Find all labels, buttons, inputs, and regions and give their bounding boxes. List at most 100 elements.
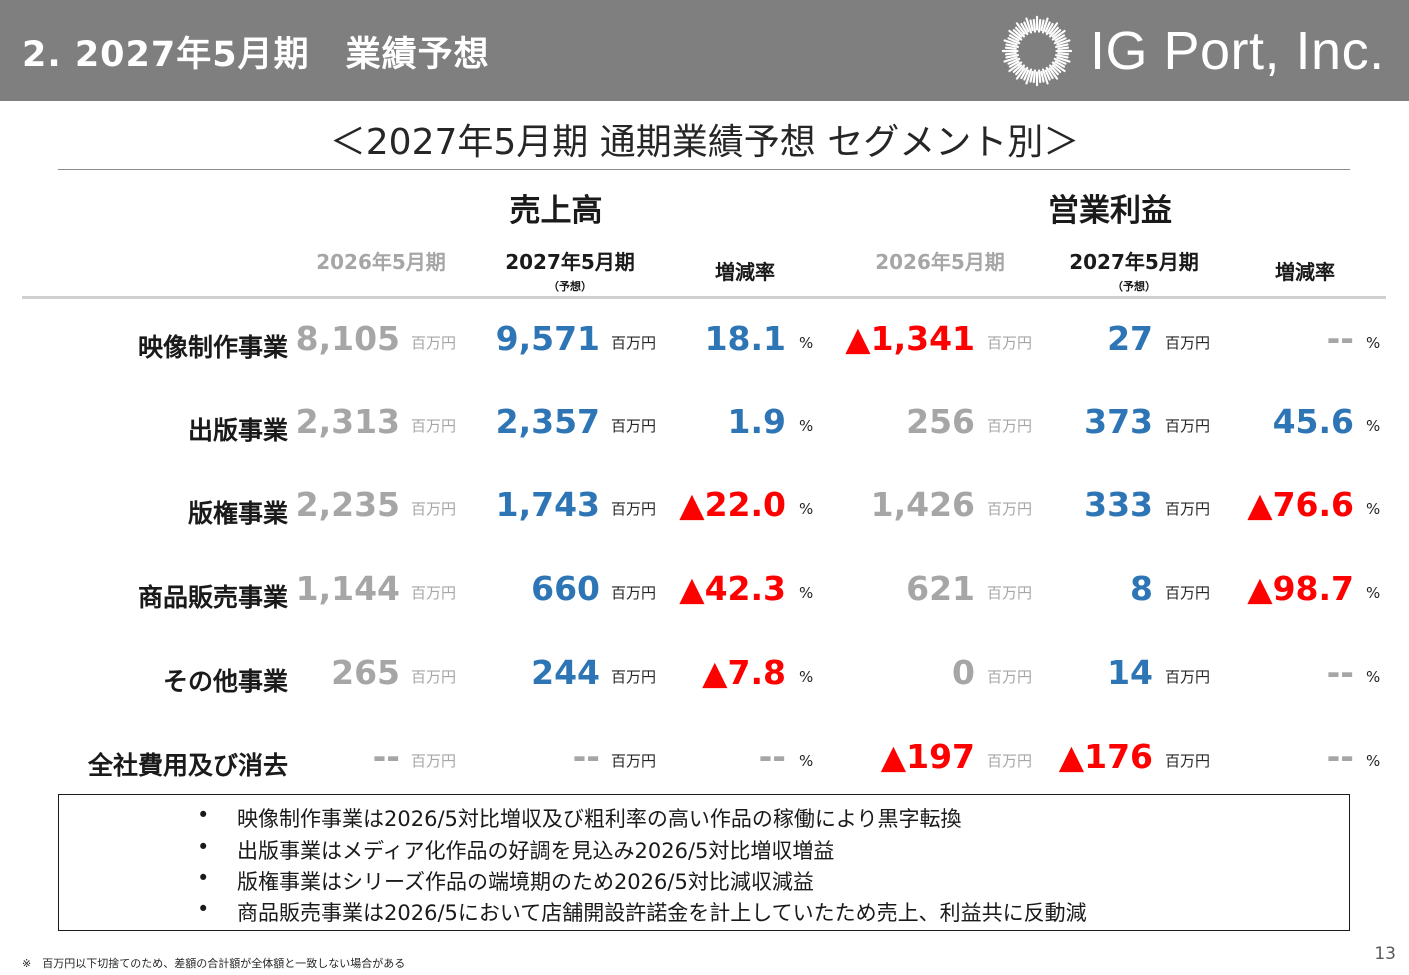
unit-label: %	[1366, 334, 1381, 352]
unit-label: 百万円	[1165, 752, 1211, 770]
cell-op-rate: ▲76.6	[1247, 485, 1354, 524]
unit-label: %	[1366, 668, 1381, 686]
col-sales-rate: 増減率	[715, 260, 775, 284]
cell-sales-rate: 1.9	[727, 402, 786, 441]
unit-label: 百万円	[1165, 500, 1211, 518]
unit-label: 百万円	[611, 668, 657, 686]
cell-sales-next: 2,357	[495, 402, 600, 441]
page-number: 13	[1374, 944, 1396, 964]
unit-label: %	[799, 752, 814, 770]
unit-label: %	[1366, 752, 1381, 770]
slide-subtitle: ＜2027年5月期 通期業績予想 セグメント別＞	[329, 122, 1080, 163]
cell-op-prev: 1,426	[870, 485, 975, 524]
col-profit-rate: 増減率	[1275, 260, 1335, 284]
unit-label: 百万円	[611, 334, 657, 352]
bullet-icon: •	[197, 835, 210, 859]
col-sales-next: 2027年5月期 （予想）	[490, 246, 650, 294]
cell-op-next: 373	[1084, 402, 1153, 441]
cell-op-rate: --	[1326, 737, 1354, 776]
unit-label: %	[1366, 584, 1381, 602]
cell-op-prev: ▲197	[880, 737, 975, 776]
bullet-icon: •	[197, 803, 210, 827]
cell-sales-next: 1,743	[495, 485, 600, 524]
logo-text: IG Port, Inc.	[1090, 21, 1385, 81]
header-divider	[22, 296, 1386, 299]
cell-sales-next: --	[572, 737, 600, 776]
row-label: 出版事業	[187, 416, 288, 445]
unit-label: 百万円	[1165, 417, 1211, 435]
unit-label: %	[1366, 500, 1381, 518]
col-profit-next-sub: （予想）	[1112, 280, 1156, 293]
unit-label: %	[799, 668, 814, 686]
unit-label: %	[1366, 417, 1381, 435]
cell-op-rate: 45.6	[1272, 402, 1354, 441]
cell-op-prev: ▲1,341	[845, 319, 975, 358]
cell-sales-prev: 265	[331, 653, 400, 692]
cell-op-prev: 621	[906, 569, 975, 608]
unit-label: 百万円	[987, 752, 1033, 770]
notes-box: • 映像制作事業は2026/5対比増収及び粗利率の高い作品の稼働により黒字転換 •…	[58, 794, 1350, 931]
unit-label: 百万円	[987, 584, 1033, 602]
unit-label: 百万円	[411, 752, 457, 770]
cell-op-rate: --	[1326, 319, 1354, 358]
row-label: 商品販売事業	[137, 583, 288, 612]
unit-label: 百万円	[611, 584, 657, 602]
unit-label: 百万円	[1165, 334, 1211, 352]
cell-op-prev: 0	[952, 653, 975, 692]
cell-sales-rate: --	[758, 737, 786, 776]
cell-op-next: 333	[1084, 485, 1153, 524]
cell-op-next: 14	[1107, 653, 1153, 692]
unit-label: 百万円	[987, 500, 1033, 518]
col-profit-prev: 2026年5月期	[875, 250, 1005, 274]
col-profit-next-label: 2027年5月期	[1069, 250, 1199, 274]
sunburst-logo-icon	[1001, 15, 1073, 87]
cell-sales-prev: 2,313	[295, 402, 400, 441]
cell-sales-prev: 2,235	[295, 485, 400, 524]
group-profit-heading: 営業利益	[1048, 193, 1172, 229]
unit-label: 百万円	[411, 417, 457, 435]
unit-label: 百万円	[611, 417, 657, 435]
row-label: 版権事業	[187, 499, 288, 528]
cell-op-next: ▲176	[1058, 737, 1153, 776]
cell-sales-rate: ▲42.3	[679, 569, 786, 608]
cell-sales-next: 244	[531, 653, 600, 692]
row-label: 全社費用及び消去	[87, 751, 288, 780]
divider	[58, 169, 1350, 170]
unit-label: %	[799, 584, 814, 602]
unit-label: 百万円	[1165, 668, 1211, 686]
cell-sales-prev: 1,144	[295, 569, 400, 608]
col-profit-next: 2027年5月期 （予想）	[1054, 246, 1214, 294]
unit-label: 百万円	[987, 668, 1033, 686]
cell-sales-next: 9,571	[495, 319, 600, 358]
header-bar	[0, 0, 1409, 101]
unit-label: 百万円	[1165, 584, 1211, 602]
col-sales-next-label: 2027年5月期	[505, 250, 635, 274]
cell-op-rate: ▲98.7	[1247, 569, 1354, 608]
group-sales-heading: 売上高	[509, 193, 603, 229]
bullet-icon: •	[197, 897, 210, 921]
col-sales-prev: 2026年5月期	[316, 250, 446, 274]
unit-label: 百万円	[411, 334, 457, 352]
unit-label: 百万円	[987, 334, 1033, 352]
cell-op-prev: 256	[906, 402, 975, 441]
page-title: 2. 2027年5月期 業績予想	[22, 35, 490, 75]
cell-sales-rate: 18.1	[704, 319, 786, 358]
unit-label: 百万円	[611, 500, 657, 518]
unit-label: 百万円	[611, 752, 657, 770]
unit-label: 百万円	[987, 417, 1033, 435]
bullet-icon: •	[197, 866, 210, 890]
cell-op-next: 27	[1107, 319, 1153, 358]
cell-sales-next: 660	[531, 569, 600, 608]
cell-sales-prev: --	[372, 737, 400, 776]
cell-sales-rate: ▲22.0	[679, 485, 786, 524]
row-label: 映像制作事業	[137, 333, 288, 362]
unit-label: %	[799, 417, 814, 435]
col-sales-next-sub: （予想）	[548, 280, 592, 293]
unit-label: 百万円	[411, 668, 457, 686]
row-label: その他事業	[162, 667, 288, 696]
company-logo: IG Port, Inc.	[998, 12, 1385, 90]
unit-label: %	[799, 500, 814, 518]
unit-label: 百万円	[411, 584, 457, 602]
unit-label: 百万円	[411, 500, 457, 518]
cell-op-next: 8	[1130, 569, 1153, 608]
